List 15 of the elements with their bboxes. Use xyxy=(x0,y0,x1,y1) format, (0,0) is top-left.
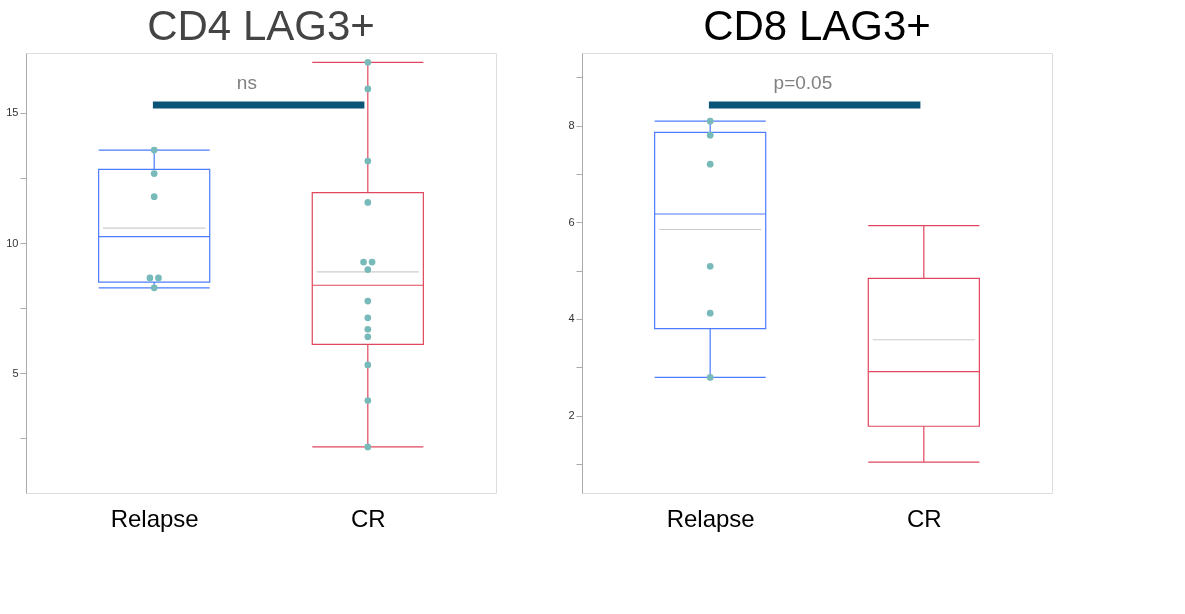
y-tick-label: 10 xyxy=(6,236,19,249)
y-tick-label: 15 xyxy=(6,106,19,119)
x-tick-label: CR xyxy=(906,504,942,532)
x-tick-label: Relapse xyxy=(110,504,199,532)
annotation: ns xyxy=(236,72,257,93)
x-tick-label: Relapse xyxy=(666,504,755,532)
y-tick-label: 5 xyxy=(12,366,19,379)
y-tick-label: 2 xyxy=(568,409,575,422)
y-tick-label: 4 xyxy=(568,312,575,325)
chart-title: CD4 LAG3+ xyxy=(147,2,375,49)
x-tick-label: CR xyxy=(350,504,386,532)
y-tick-label: 8 xyxy=(568,119,575,132)
chart-title: CD8 LAG3+ xyxy=(703,2,931,49)
y-tick-label: 6 xyxy=(568,215,575,228)
annotation: p=0.05 xyxy=(773,72,833,93)
